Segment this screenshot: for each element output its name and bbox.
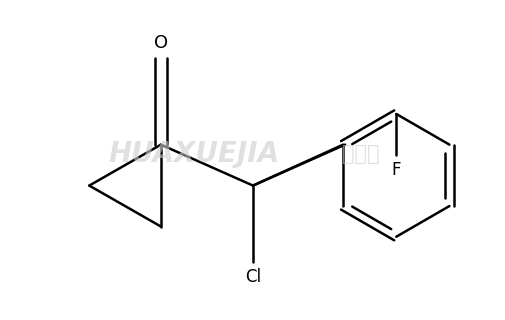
Text: 化学加: 化学加: [342, 144, 379, 164]
Text: HUAXUEJIA: HUAXUEJIA: [108, 140, 279, 168]
Text: F: F: [391, 161, 400, 179]
Text: Cl: Cl: [244, 268, 261, 286]
Text: O: O: [154, 34, 168, 52]
